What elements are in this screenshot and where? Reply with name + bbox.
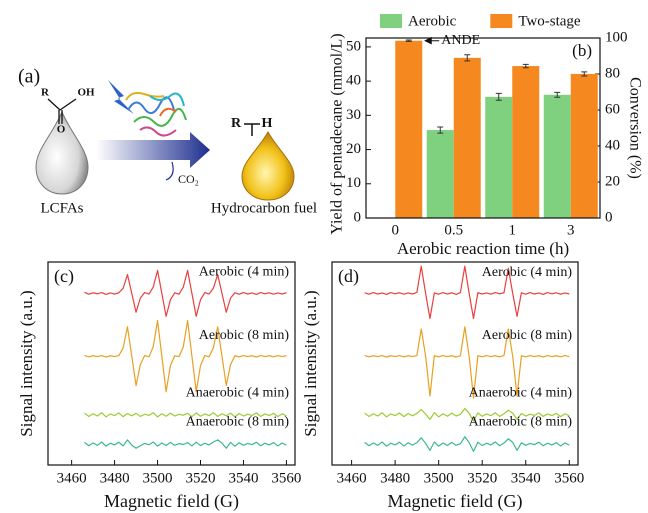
trace-label: Anaerobic (4 min)	[469, 385, 573, 400]
error-bar	[554, 91, 561, 98]
panel-label: (b)	[572, 41, 592, 60]
annotation: ANDE	[441, 33, 480, 48]
y-tick-label: 50	[346, 38, 361, 54]
x-tick-label: 0	[392, 222, 400, 238]
legend-label: Aerobic	[408, 13, 457, 29]
x-tick-label: 3560	[271, 470, 301, 486]
x-tick-label: 3460	[337, 470, 367, 486]
panel-label: (d)	[338, 266, 359, 287]
bar	[395, 40, 423, 219]
legend-swatch	[490, 14, 513, 28]
bar	[426, 130, 454, 218]
reaction-arrow	[96, 132, 210, 168]
trace-label: Anaerobic (8 min)	[469, 415, 573, 430]
y-tick-label: 0	[354, 209, 362, 225]
y2-tick-label: 60	[605, 101, 620, 117]
product-name: Hydrocarbon fuel	[211, 200, 317, 216]
bar	[512, 66, 540, 218]
y2-tick-label: 100	[605, 29, 628, 45]
y-axis-label: Signal intensity (a.u.)	[17, 290, 36, 436]
plot-frame	[331, 261, 579, 466]
bar	[453, 57, 481, 219]
byproduct: CO₂	[178, 172, 199, 186]
y2-tick-label: 0	[605, 209, 613, 225]
x-axis-label: Aerobic reaction time (h)	[397, 239, 569, 258]
y2-tick-label: 40	[605, 137, 620, 153]
error-bar	[495, 92, 502, 101]
x-axis-label: Magnetic field (G)	[388, 491, 523, 512]
reactant-drop	[35, 110, 89, 195]
legend-swatch	[380, 14, 402, 28]
spectrum-line	[84, 439, 287, 449]
plot-frame	[47, 261, 296, 466]
x-tick-label: 3500	[143, 470, 173, 486]
spectrum-line	[364, 326, 570, 399]
error-bar	[464, 54, 471, 62]
bar	[485, 96, 513, 218]
x-tick-label: 3560	[554, 470, 584, 486]
x-tick-label: 3480	[380, 470, 410, 486]
panel-label: (c)	[54, 266, 74, 287]
y2-tick-label: 80	[605, 65, 620, 81]
y2-tick-label: 20	[605, 173, 620, 189]
trace-label: Aerobic (4 min)	[482, 265, 573, 280]
enzyme	[125, 91, 187, 137]
light-bolt	[108, 80, 134, 114]
y-tick-label: 20	[346, 141, 361, 157]
x-tick-label: 3460	[57, 470, 87, 486]
plot-frame	[365, 37, 601, 219]
spectrum-line	[364, 407, 570, 422]
y-tick-label: 10	[346, 175, 361, 191]
y-tick-label: 30	[346, 107, 361, 123]
spectrum-line	[84, 269, 287, 318]
y-axis-label: Signal intensity (a.u.)	[301, 290, 320, 436]
spectrum-line	[84, 412, 287, 418]
spectrum-line	[84, 320, 287, 393]
legend-label: Two-stage	[518, 13, 581, 29]
bar	[570, 73, 598, 219]
error-bar	[405, 39, 412, 42]
atom-label: H	[262, 116, 273, 131]
error-bar	[437, 126, 444, 134]
y2-axis-label: Conversion (%)	[626, 77, 643, 179]
reactant-name: LCFAs	[40, 200, 83, 216]
bond	[47, 98, 61, 111]
panel-label: (a)	[18, 66, 40, 88]
atom-label: O	[57, 124, 66, 136]
y-axis-label: Yield of pentadecane (mmol/L)	[329, 33, 346, 234]
trace-label: Aerobic (8 min)	[482, 328, 573, 343]
trace-label: Aerobic (8 min)	[199, 328, 290, 343]
x-axis-label: Magnetic field (G)	[104, 491, 239, 512]
y-tick-label: 40	[346, 73, 361, 89]
x-tick-label: 3540	[511, 470, 541, 486]
trace-label: Anaerobic (8 min)	[186, 415, 290, 430]
bar	[543, 94, 571, 218]
x-tick-label: 3500	[424, 470, 454, 486]
spectrum-line	[364, 436, 570, 452]
diagram-a: (a) R OH O LCFAs CO₂ R H Hydrocarbon fue…	[18, 66, 317, 217]
atom-label: R	[41, 87, 50, 99]
x-tick-label: 3	[567, 222, 575, 238]
spectrum-line	[364, 265, 570, 320]
error-bar	[581, 71, 588, 77]
product-drop	[241, 130, 295, 201]
annotation-arrow	[424, 36, 440, 45]
x-tick-label: 3520	[185, 470, 215, 486]
release-arrow	[165, 161, 174, 181]
x-tick-label: 0.5	[444, 222, 463, 238]
trace-label: Aerobic (4 min)	[199, 265, 290, 280]
bond	[59, 98, 77, 111]
x-tick-label: 3520	[467, 470, 497, 486]
atom-label: OH	[77, 87, 95, 99]
x-tick-label: 3480	[100, 470, 130, 486]
error-bar	[522, 63, 529, 69]
x-tick-label: 3540	[228, 470, 258, 486]
trace-label: Anaerobic (4 min)	[186, 385, 290, 400]
atom-label: R	[231, 116, 242, 131]
x-tick-label: 1	[509, 222, 517, 238]
